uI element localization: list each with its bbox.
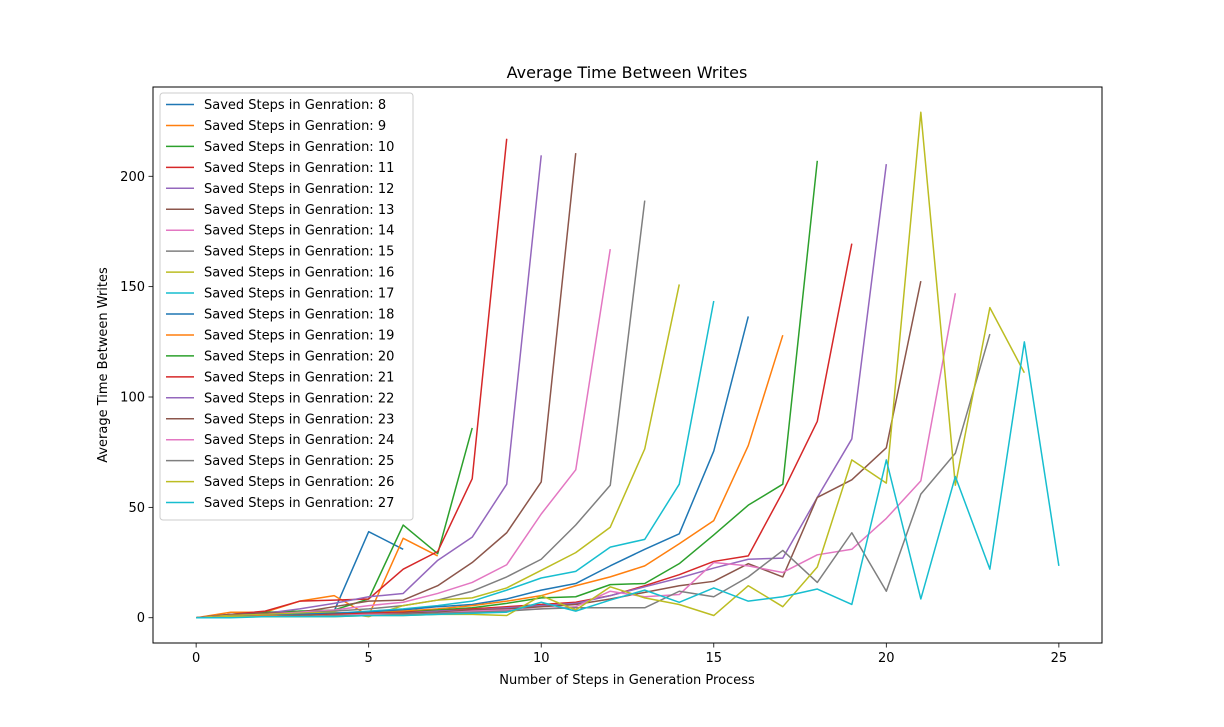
legend-label: Saved Steps in Genration: 25 [204,454,394,469]
legend-label: Saved Steps in Genration: 12 [204,182,394,197]
legend-label: Saved Steps in Genration: 16 [204,266,394,281]
x-axis: 0 5 10 15 20 25 [192,643,1067,666]
series-line-6 [196,153,577,619]
legend-label: Saved Steps in Genration: 21 [204,370,394,385]
legend-label: Saved Steps in Genration: 22 [204,391,394,406]
legend-label: Saved Steps in Genration: 10 [204,140,394,155]
plot-frame [152,86,1103,644]
y-tick-label: 0 [137,611,145,626]
series-line-20 [196,341,1060,619]
y-tick-label: 100 [120,391,145,406]
legend-label: Saved Steps in Genration: 26 [204,475,394,490]
legend-label: Saved Steps in Genration: 11 [204,161,394,176]
x-tick-label: 0 [192,651,200,666]
x-axis-label: Number of Steps in Generation Process [499,673,755,688]
legend: Saved Steps in Genration: 8 Saved Steps i… [159,92,414,521]
legend-label: Saved Steps in Genration: 24 [204,433,394,448]
series-line-9 [196,284,680,619]
x-tick-label: 15 [705,651,722,666]
series-line-18 [196,333,991,619]
legend-label: Saved Steps in Genration: 19 [204,328,394,343]
legend-label: Saved Steps in Genration: 20 [204,349,394,364]
chart-title: Average Time Between Writes [507,63,748,82]
legend-label: Saved Steps in Genration: 15 [204,245,394,260]
legend-label: Saved Steps in Genration: 18 [204,308,394,323]
legend-label: Saved Steps in Genration: 14 [204,224,394,239]
legend-label: Saved Steps in Genration: 9 [204,119,386,134]
legend-label: Saved Steps in Genration: 23 [204,412,394,427]
legend-label: Saved Steps in Genration: 13 [204,203,394,218]
legend-frame [159,92,414,521]
x-tick-label: 10 [533,651,550,666]
series-layer [196,111,1060,619]
y-axis: 0 50 100 150 200 [120,170,153,626]
y-tick-label: 50 [128,501,145,516]
y-axis-label: Average Time Between Writes [96,267,111,463]
y-tick-label: 150 [120,280,145,295]
legend-label: Saved Steps in Genration: 8 [204,98,386,113]
y-tick-label: 200 [120,170,145,185]
x-tick-label: 5 [365,651,373,666]
x-tick-label: 20 [878,651,895,666]
legend-label: Saved Steps in Genration: 27 [204,496,394,511]
x-tick-label: 25 [1051,651,1068,666]
legend-label: Saved Steps in Genration: 17 [204,287,394,302]
series-line-2 [196,537,439,619]
